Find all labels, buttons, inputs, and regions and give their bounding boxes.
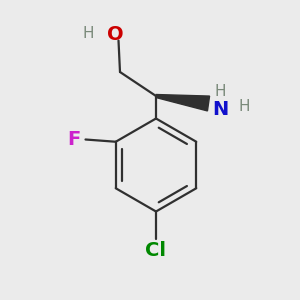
Text: F: F [67,130,80,149]
Text: O: O [107,25,124,44]
Polygon shape [156,94,210,111]
Text: H: H [215,84,226,99]
Text: H: H [239,99,250,114]
Text: N: N [212,100,229,119]
Text: H: H [83,26,94,40]
Text: Cl: Cl [146,241,167,260]
